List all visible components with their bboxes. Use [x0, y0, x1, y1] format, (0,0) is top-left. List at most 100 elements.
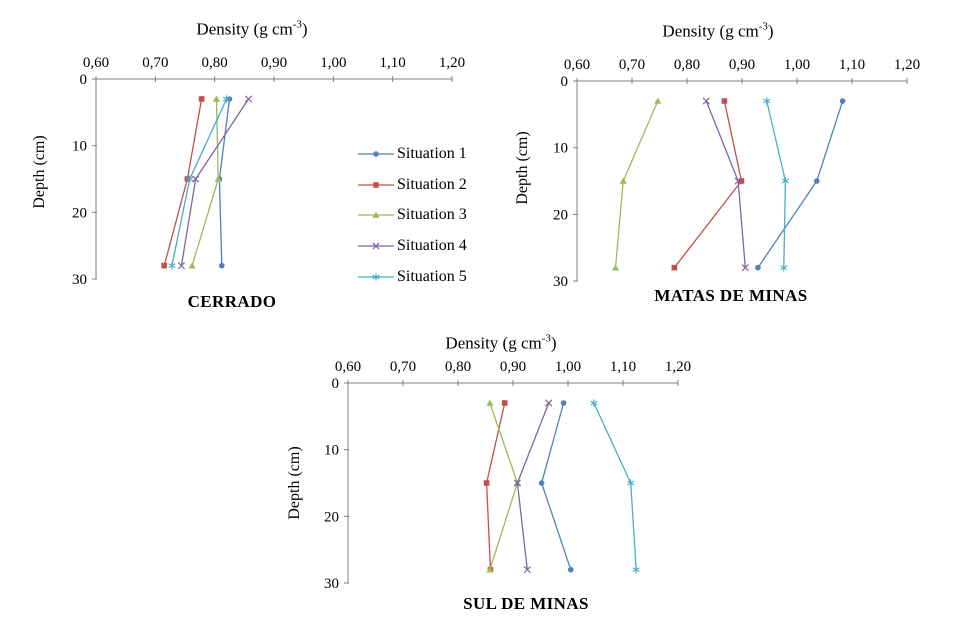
- situation-5-data-point: [781, 177, 790, 185]
- y-tick-label: 10: [324, 443, 339, 459]
- x-tick-label: 0,70: [619, 57, 645, 73]
- situation-2-line: [485, 402, 506, 570]
- x-tick-label: 1,00: [555, 359, 581, 375]
- situation-2-data-point: [184, 176, 191, 182]
- y-tick-label: 0: [332, 376, 340, 392]
- y-tick-label: 0: [561, 74, 569, 90]
- situation-1-data-point: [755, 264, 761, 271]
- x-tick-label: 1,10: [839, 57, 865, 73]
- legend-label: Situation 1: [397, 145, 467, 163]
- legend: Situation 1 Situation 2 Situation 3 Situ…: [357, 139, 467, 292]
- x-tick-label: 1,10: [380, 55, 406, 71]
- situation-2-data-point: [483, 480, 490, 486]
- y-tick-label: 10: [72, 139, 87, 155]
- y-tick-label: 20: [553, 207, 568, 223]
- situation-4-data-point: [177, 262, 186, 270]
- situation-3-line: [191, 98, 219, 266]
- situation-5-data-point: [632, 565, 640, 574]
- x-tick-label: 0,90: [729, 57, 755, 73]
- x-axis-title-superscript: -3: [292, 18, 302, 31]
- x-tick-label: 0,70: [142, 55, 168, 71]
- situation-2-data-point: [198, 96, 205, 102]
- sul-y-axis-title: Depth (cm): [286, 446, 303, 520]
- cerrado-x-axis-title: Density (g cm-3): [196, 19, 307, 40]
- situation-5-marker-icon: [358, 272, 394, 281]
- situation-1-data-point: [538, 480, 545, 486]
- situation-1-data-point: [218, 262, 225, 269]
- situation-5-data-point: [222, 95, 231, 103]
- situation-5-data-point: [186, 175, 194, 183]
- x-axis-title-suffix: ): [550, 333, 557, 353]
- y-tick-label: 30: [553, 274, 568, 290]
- situation-5-line: [593, 402, 637, 570]
- situation-1-data-point: [567, 566, 574, 573]
- legend-marker: [373, 151, 379, 158]
- x-axis-title-text: Density (g cm: [196, 19, 293, 39]
- legend-label: Situation 5: [397, 267, 467, 285]
- x-tick-label: 1,00: [320, 55, 346, 71]
- x-tick-label: 1,20: [439, 55, 465, 71]
- situation-5-data-point: [627, 479, 635, 487]
- situation-1-line: [757, 100, 844, 269]
- situation-3-line: [614, 100, 659, 268]
- x-tick-label: 0,60: [564, 57, 590, 73]
- x-tick-label: 1,20: [665, 359, 691, 375]
- sul-de-minas-chart-plot: 0,60 0,70 0,80 0,90 1,00 1,10 1,20 0 10 20 30: [324, 359, 691, 592]
- x-axis-title-superscript: -3: [758, 20, 768, 33]
- situation-4-marker-icon: [358, 242, 394, 250]
- legend-marker: [372, 272, 380, 281]
- x-tick-label: 0,80: [445, 359, 471, 375]
- situation-5-data-point: [780, 263, 788, 272]
- y-tick-label: 10: [553, 141, 568, 157]
- matas-y-axis-title: Depth (cm): [514, 131, 531, 205]
- situation-1-data-point: [839, 98, 846, 104]
- matas-x-axis-title: Density (g cm-3): [662, 21, 773, 42]
- legend-label: Situation 2: [397, 175, 467, 193]
- situation-5-data-point: [168, 261, 176, 270]
- situation-4-data-point: [702, 97, 710, 105]
- situation-4-data-point: [545, 399, 553, 407]
- situation-2-marker-icon: [358, 182, 394, 188]
- x-tick-label: 1,00: [784, 57, 810, 73]
- legend-item-situation-3: Situation 3: [357, 200, 467, 231]
- legend-marker: [373, 182, 379, 188]
- situation-3-data-point: [486, 399, 494, 406]
- x-tick-label: 0,80: [674, 57, 700, 73]
- situation-3-data-point: [212, 95, 221, 102]
- x-tick-label: 1,10: [610, 359, 636, 375]
- situation-4-data-point: [734, 177, 742, 185]
- legend-item-situation-2: Situation 2: [357, 170, 467, 201]
- situation-4-data-point: [523, 566, 531, 574]
- situation-3-data-point: [214, 175, 222, 182]
- y-tick-label: 0: [80, 72, 88, 88]
- situation-3-data-point: [619, 177, 627, 184]
- situation-5-data-point: [763, 97, 771, 105]
- situation-1-line: [540, 402, 572, 570]
- situation-3-data-point: [188, 262, 196, 269]
- legend-marker: [372, 242, 380, 250]
- situation-5-data-point: [590, 399, 598, 407]
- x-axis-title-suffix: ): [767, 21, 774, 41]
- situation-1-data-point: [560, 400, 567, 406]
- x-tick-label: 0,80: [202, 55, 228, 71]
- x-axis-title-superscript: -3: [541, 332, 551, 345]
- situation-4-data-point: [513, 479, 522, 487]
- sul-de-minas-title: SUL DE MINAS: [463, 594, 589, 613]
- situation-1-marker-icon: [358, 151, 394, 158]
- situation-1-line: [218, 98, 231, 266]
- y-tick-label: 20: [324, 509, 339, 525]
- situation-2-data-point: [501, 400, 508, 406]
- situation-4-line: [516, 402, 550, 570]
- situation-5-line: [766, 100, 787, 268]
- situation-3-marker-icon: [358, 212, 394, 219]
- situation-3-data-point: [486, 566, 494, 573]
- y-tick-label: 30: [72, 272, 87, 288]
- cerrado-title: CERRADO: [187, 292, 277, 311]
- x-axis-title-text: Density (g cm: [445, 333, 542, 353]
- situation-3-line: [489, 402, 519, 570]
- legend-label: Situation 4: [397, 237, 467, 255]
- legend-item-situation-5: Situation 5: [357, 261, 467, 292]
- x-tick-label: 0,90: [261, 55, 287, 71]
- x-tick-label: 0,60: [83, 55, 109, 71]
